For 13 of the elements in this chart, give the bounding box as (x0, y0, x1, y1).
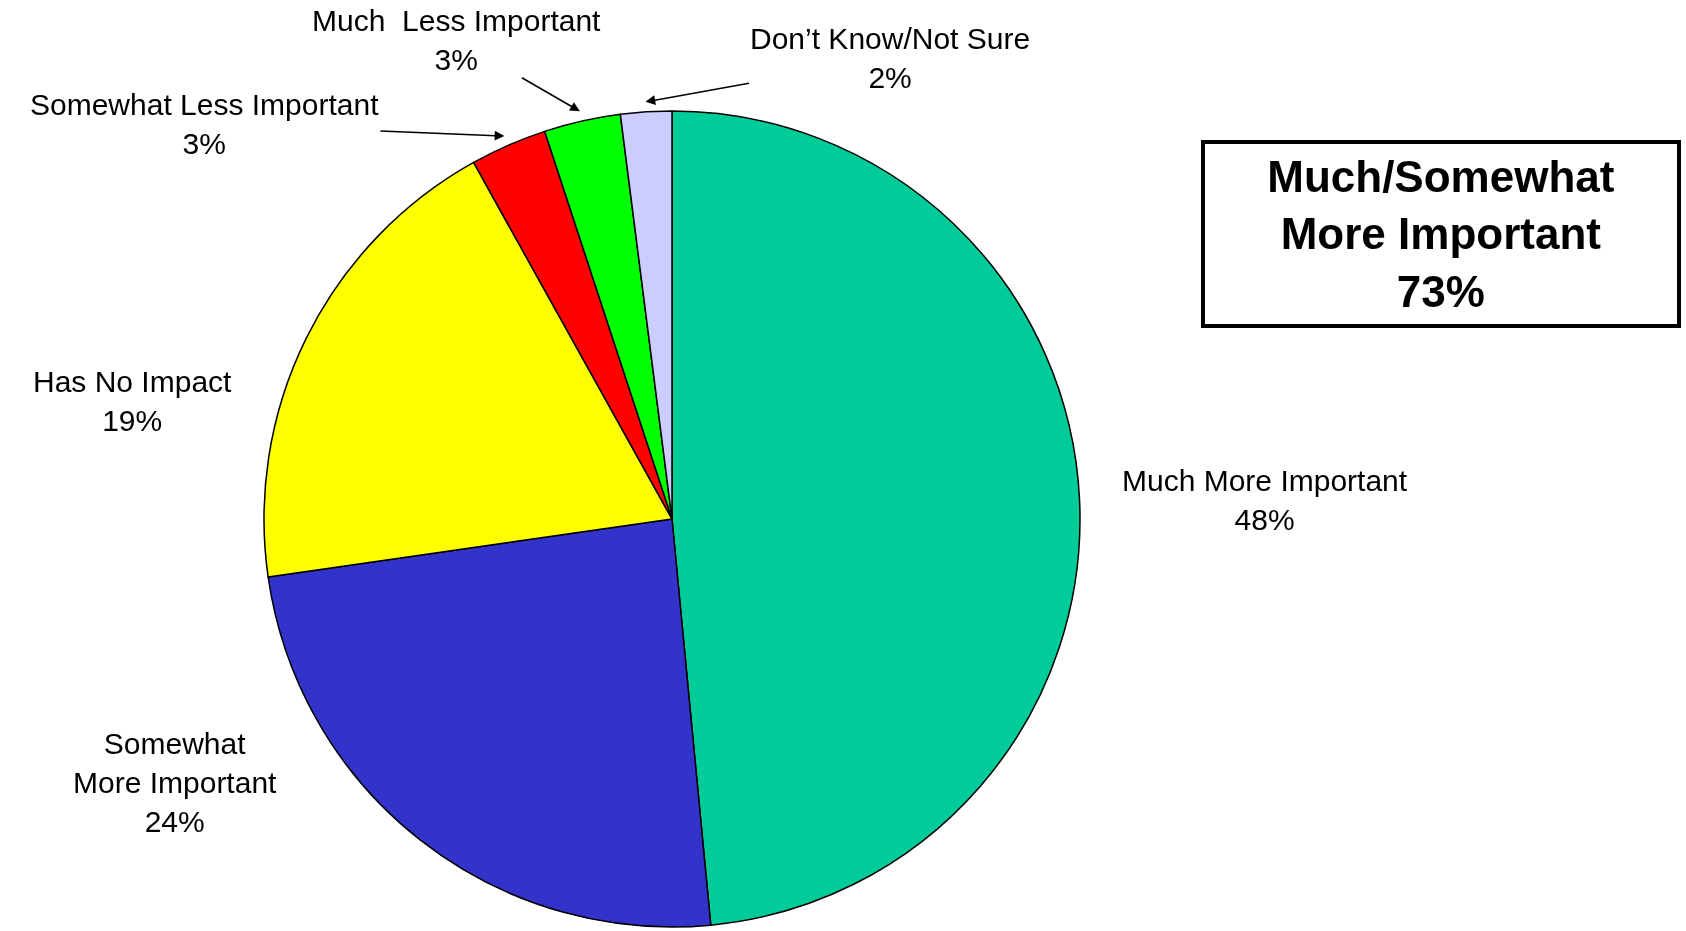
data-label: 3% (434, 43, 478, 76)
text: Much/Somewhat More Important 73% (1267, 152, 1615, 316)
slice-label: Has No Impact (33, 365, 233, 398)
data-label: 2% (868, 61, 912, 94)
data-label: 24% (144, 805, 205, 838)
slice-label: Don’t Know/Not Sure (750, 22, 1031, 55)
data-label: 48% (1234, 503, 1295, 536)
data-label: 3% (182, 127, 226, 160)
slice-label: Much More Important (1122, 464, 1408, 497)
data-label: 19% (102, 404, 163, 437)
slice-label: Much Less Important (312, 4, 602, 37)
slice-label: Somewhat More Important (73, 727, 278, 799)
slice-label: Somewhat Less Important (30, 88, 380, 121)
